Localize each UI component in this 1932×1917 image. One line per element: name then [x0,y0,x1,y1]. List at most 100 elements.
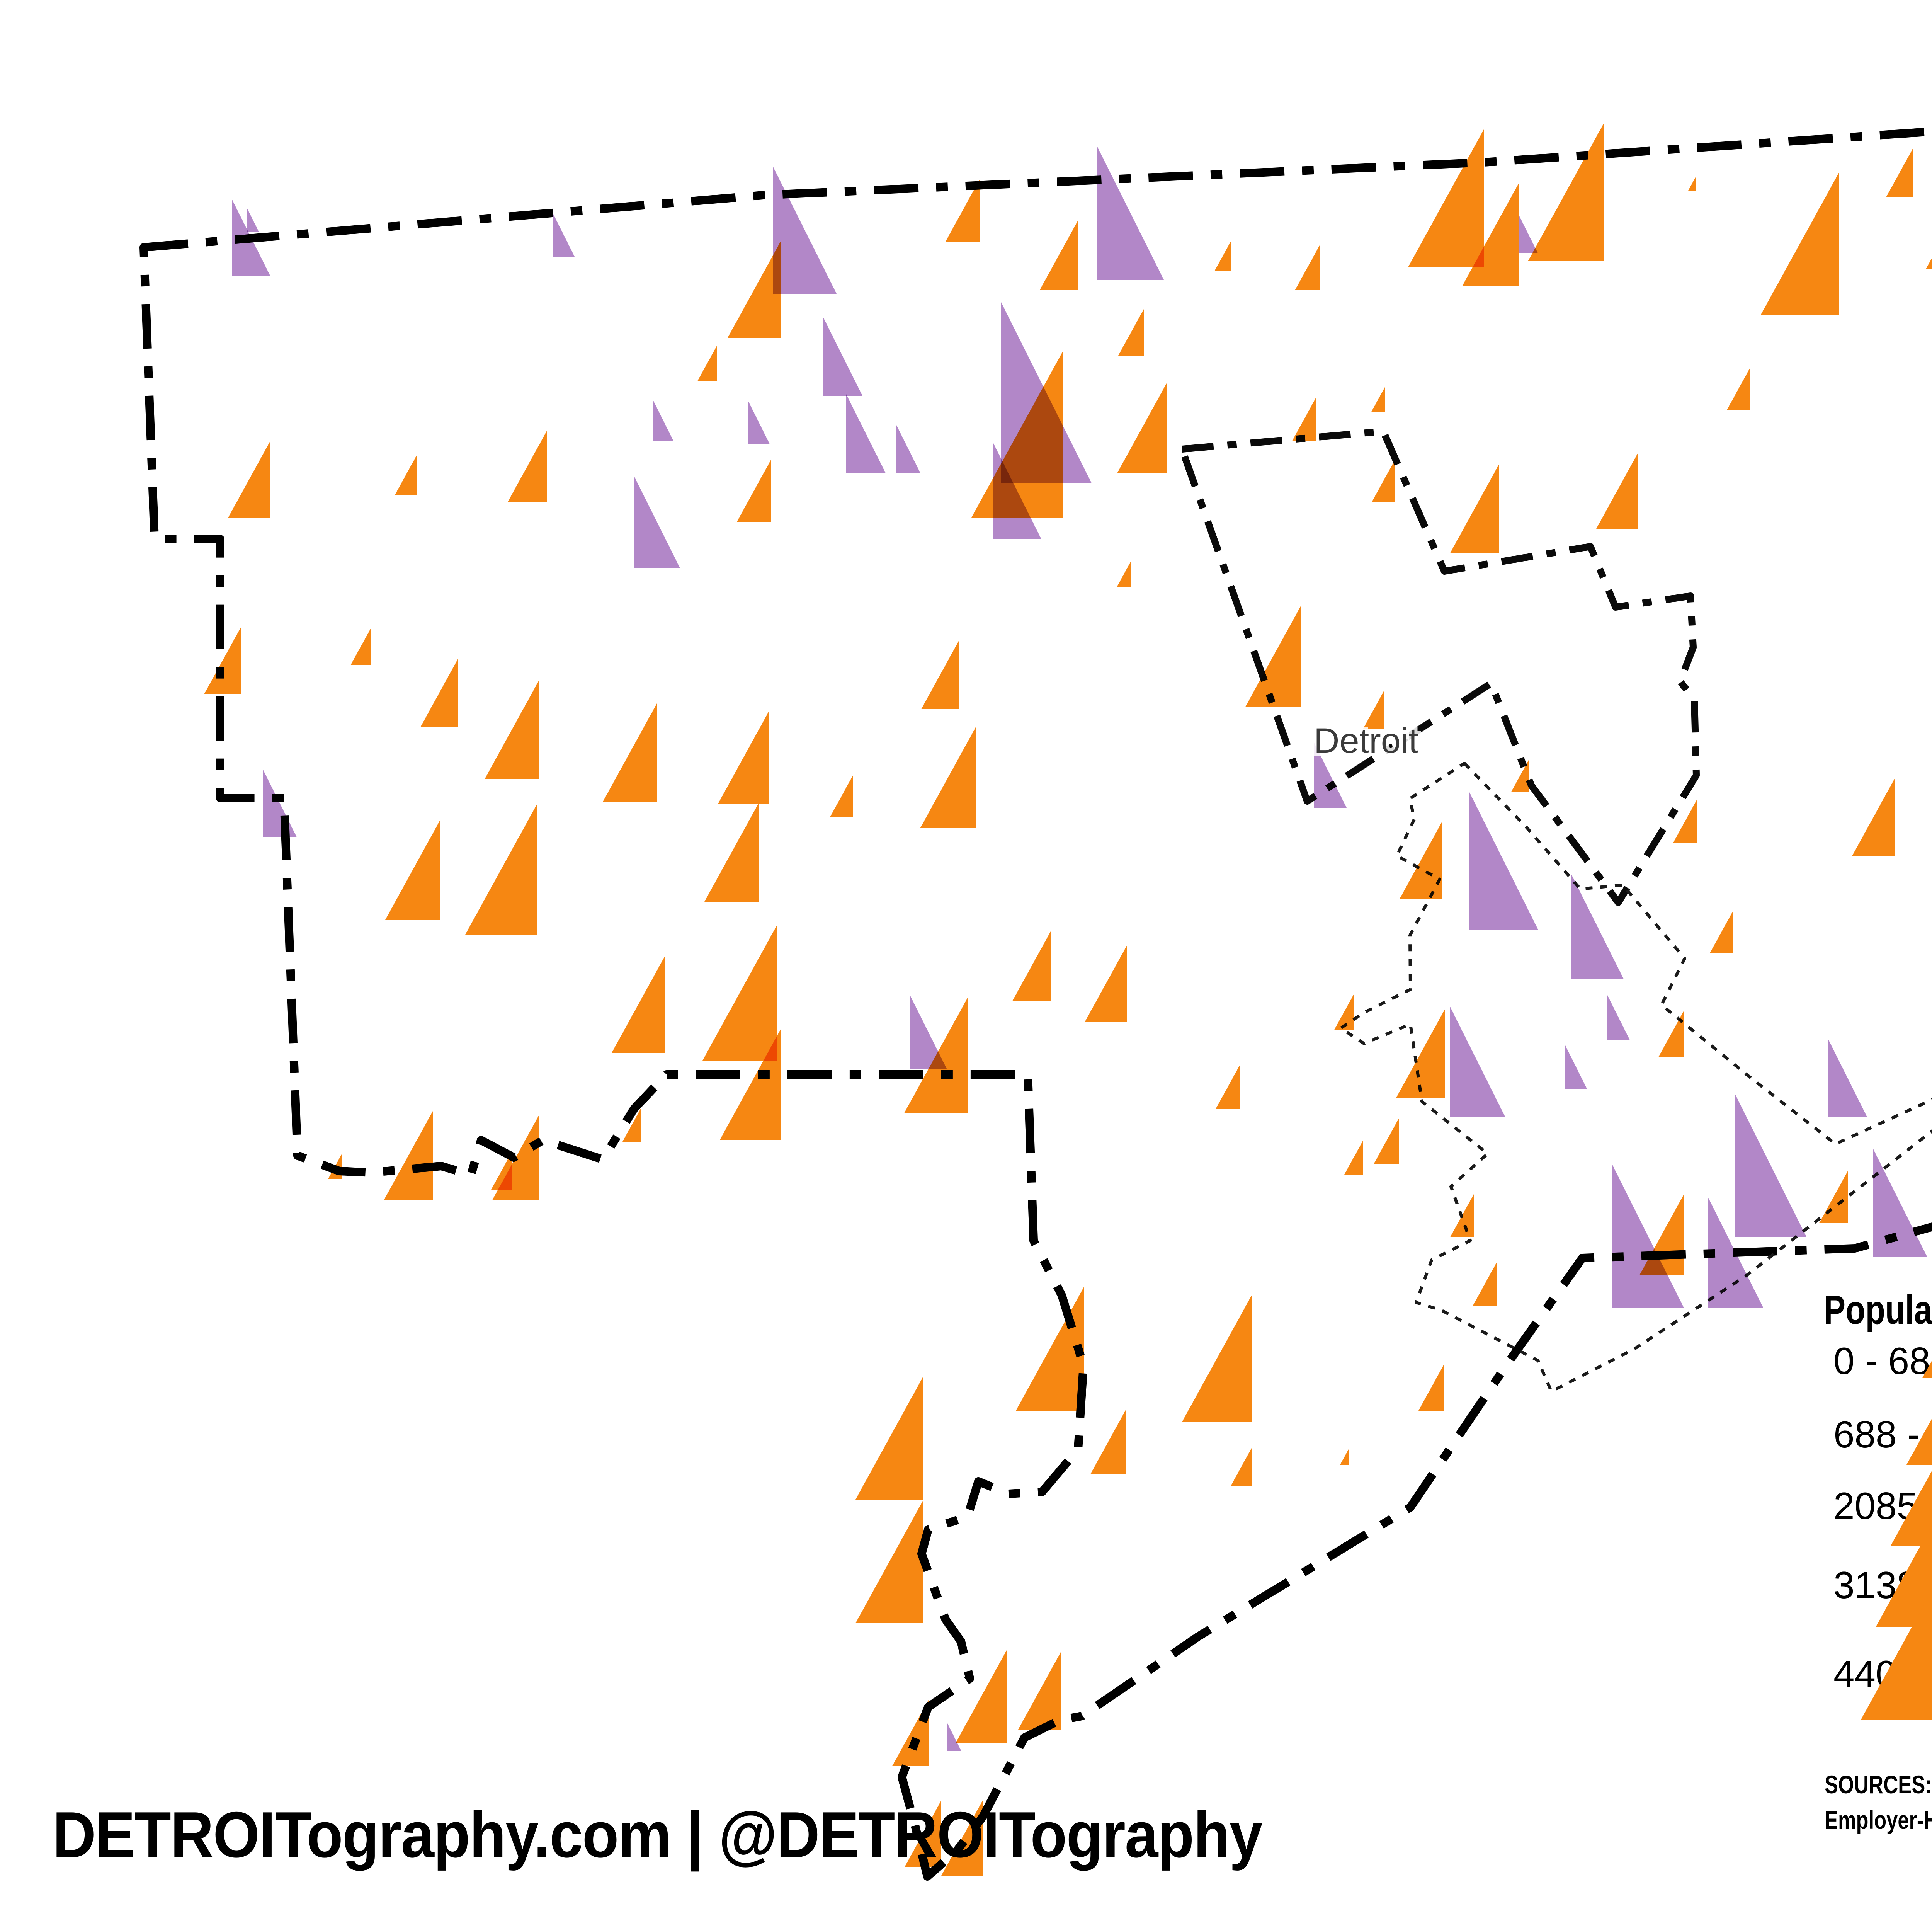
population-triangle [1371,386,1385,412]
population-triangle [1886,149,1913,197]
population-triangle [204,626,242,694]
population-triangle [611,957,665,1053]
population-triangle [1396,1009,1445,1098]
jobs-triangle [1469,792,1538,930]
legend: Population Density Jobs Density 0 - 6886… [1824,1287,1932,1720]
population-triangle [1018,1652,1061,1730]
population-triangle [1819,1171,1848,1223]
enclave-boundary-line [1179,428,1700,906]
jobs-triangle [247,209,259,232]
jobs-triangle [773,166,837,294]
jobs-triangle [1450,1007,1505,1117]
population-triangle [1292,398,1316,441]
attribution-text: DETROITography.com | @DETROITography [53,1798,1262,1872]
population-triangle [1418,1364,1444,1411]
population-triangle [1085,945,1127,1022]
population-triangle [921,640,959,709]
population-triangle [892,1699,929,1766]
population-triangle [1295,245,1320,290]
population-triangle [350,628,371,665]
population-triangle [1374,1118,1399,1164]
population-triangle [704,802,759,902]
population-triangle [1334,993,1354,1030]
population-legend-triangle [1861,1590,1932,1720]
population-triangle [718,711,769,804]
population-triangle [1658,1011,1684,1057]
population-triangle [1182,1295,1252,1422]
jobs-triangle [634,475,680,568]
jobs-triangle [232,199,270,276]
jobs-triangle [1565,1045,1587,1089]
population-triangle [1727,367,1750,410]
population-triangle [920,726,976,828]
population-triangle [1116,560,1131,587]
legend-rows: 0 - 688688 - 20852085 - 31383138 - 44014… [1833,1340,1932,1720]
triangle-symbol-layer [204,124,1932,1876]
population-triangle [1528,124,1604,261]
population-triangle [1472,1262,1497,1306]
population-triangle [1926,258,1932,269]
jobs-triangle [1612,1163,1684,1308]
jobs-triangle [1097,147,1164,280]
population-triangle [1511,759,1529,792]
population-triangle [1040,220,1078,290]
jobs-triangle [910,995,947,1069]
boundary-layer [139,127,1932,1881]
population-triangle [1400,822,1442,899]
jobs-triangle [1873,1149,1927,1257]
population-legend-triangle [1922,1360,1932,1378]
jobs-triangle [1735,1094,1806,1237]
jobs-triangle [1314,742,1347,808]
jobs-triangle [993,443,1041,539]
population-triangle [855,1376,923,1500]
population-triangle [1688,176,1696,191]
population-triangle [1231,1447,1252,1486]
jobs-triangle [947,1722,961,1751]
population-triangle [622,1107,641,1142]
population-triangle [465,804,537,935]
population-triangle [1709,911,1733,953]
sources-line-1: SOURCES: Census Bureau, ACS 2020 5-year … [1825,1770,1932,1799]
population-triangle [737,460,771,522]
jobs-triangle [1828,1040,1867,1117]
jobs-triangle [1519,215,1538,253]
population-triangle [956,1650,1007,1743]
population-triangle [1673,800,1697,843]
population-triangle [1363,690,1384,729]
population-triangle [1090,1409,1126,1474]
detroit-dotted-boundary-line [1339,762,1932,1393]
population-triangle [491,1152,512,1190]
population-legend-triangle [1906,1418,1932,1465]
population-triangle [385,819,440,920]
population-triangle [1117,383,1167,473]
detroit-city-label: Detroit [1314,721,1418,761]
population-triangle [1118,309,1144,356]
population-triangle [855,1500,923,1623]
jobs-triangle [263,769,297,837]
population-triangle [830,775,853,817]
population-triangle [420,659,458,727]
population-triangle [1016,1287,1084,1411]
population-legend-title: Population Density [1824,1287,1932,1333]
county-boundary-line [139,127,1932,1881]
sources-line-2: Employer-Household Dynamics, 2022 [1825,1806,1932,1834]
population-triangle [697,346,717,381]
population-triangle [507,431,547,502]
population-triangle [1450,464,1499,553]
population-triangle [1215,1065,1240,1109]
jobs-triangle [1607,995,1630,1040]
population-triangle [1344,1140,1363,1175]
population-triangle [485,680,539,779]
population-triangle [1214,242,1231,271]
population-triangle [1462,184,1519,286]
population-triangle [1245,605,1301,707]
population-triangle [941,1799,983,1876]
population-legend-label: 0 - 688 [1833,1340,1932,1382]
jobs-triangle [1571,875,1624,979]
population-triangle [384,1111,433,1200]
population-legend-triangle [1876,1525,1932,1627]
jobs-triangle [748,400,770,444]
jobs-triangle [653,400,673,441]
jobs-triangle [896,425,921,473]
